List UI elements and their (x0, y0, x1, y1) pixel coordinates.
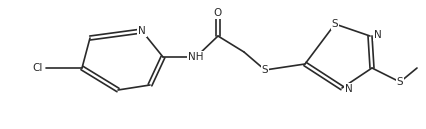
Text: O: O (213, 8, 222, 18)
Text: N: N (373, 30, 381, 40)
Text: S: S (396, 77, 403, 87)
Text: N: N (138, 26, 146, 36)
Text: Cl: Cl (32, 63, 43, 73)
Text: S: S (331, 19, 337, 29)
Text: NH: NH (188, 52, 203, 62)
Text: N: N (344, 84, 352, 94)
Text: S: S (261, 65, 268, 75)
